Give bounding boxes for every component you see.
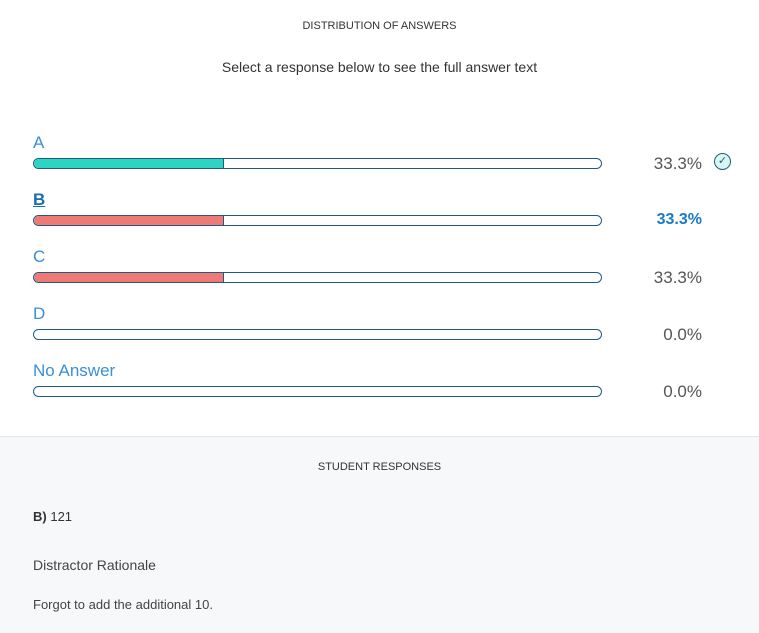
student-responses-panel: STUDENT RESPONSES B) 121 Distractor Rati… xyxy=(0,436,759,633)
student-responses-title: STUDENT RESPONSES xyxy=(317,461,442,473)
answer-row[interactable]: B 33.3% xyxy=(33,190,733,256)
rationale-text: Forgot to add the additional 10. xyxy=(33,597,213,612)
answer-label[interactable]: C xyxy=(33,247,46,266)
answer-bar[interactable] xyxy=(33,329,602,340)
answer-row[interactable]: C 33.3% xyxy=(33,247,733,313)
answer-row[interactable]: D 0.0% xyxy=(33,304,733,370)
response-answer: 121 xyxy=(50,509,73,524)
response-choice: B) xyxy=(33,509,47,524)
answer-label[interactable]: B xyxy=(33,190,46,209)
rationale-title: Distractor Rationale xyxy=(33,557,156,573)
selected-response: B) 121 xyxy=(33,509,72,524)
answer-percent: 0.0% xyxy=(663,325,702,344)
answer-bar-fill xyxy=(34,216,224,225)
answer-label[interactable]: D xyxy=(33,304,46,323)
answer-bar[interactable] xyxy=(33,386,602,397)
answer-percent: 33.3% xyxy=(656,211,702,228)
answer-bar[interactable] xyxy=(33,272,602,283)
answer-label[interactable]: A xyxy=(33,133,45,152)
instructions: Select a response below to see the full … xyxy=(221,59,538,75)
answer-bar-fill xyxy=(34,159,224,168)
answer-bar[interactable] xyxy=(33,158,602,169)
answer-label[interactable]: No Answer xyxy=(33,361,116,380)
answer-percent: 33.3% xyxy=(653,268,702,287)
answer-row[interactable]: A 33.3% ✓ xyxy=(33,133,733,199)
distribution-title: DISTRIBUTION OF ANSWERS xyxy=(302,20,457,32)
answer-row[interactable]: No Answer 0.0% xyxy=(33,361,733,427)
answer-bar-fill xyxy=(34,273,224,282)
answer-percent: 0.0% xyxy=(663,382,702,401)
check-circle-icon: ✓ xyxy=(714,153,731,170)
answer-bar[interactable] xyxy=(33,215,602,226)
answer-percent: 33.3% xyxy=(653,154,702,173)
